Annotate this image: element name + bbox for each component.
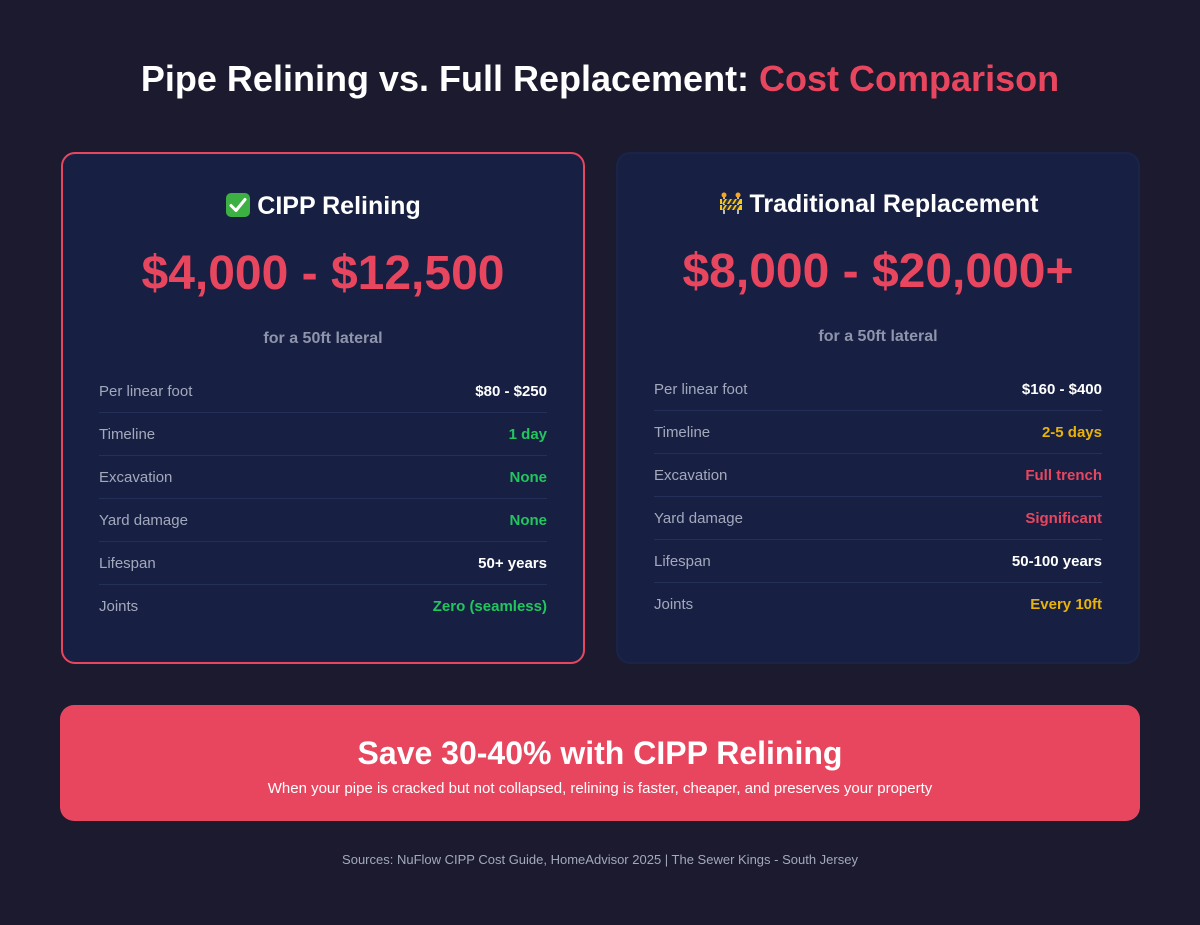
row-label: Per linear foot: [654, 380, 748, 398]
price-subtitle: for a 50ft lateral: [263, 330, 383, 347]
row-label: Timeline: [99, 425, 156, 443]
row-value: $160 - $400: [1021, 380, 1102, 398]
price-subtitle: for a 50ft lateral: [818, 328, 938, 345]
row-label: Per linear foot: [99, 382, 193, 400]
title-accent: Cost Comparison: [759, 58, 1060, 99]
row-excavation: Excavation Full trench: [654, 454, 1102, 497]
row-label: Joints: [99, 598, 139, 615]
comparison-rows: Per linear foot $80 - $250 Timeline 1 day …: [99, 370, 547, 628]
savings-banner: Save 30-40% with CIPP Relining When your…: [60, 705, 1140, 821]
check-mark-icon: [226, 193, 251, 217]
row-value: Zero (seamless): [432, 598, 547, 615]
row-timeline: Timeline 1 day: [99, 413, 547, 456]
row-label: Lifespan: [654, 552, 711, 570]
row-value: None: [509, 468, 548, 486]
row-per-linear-foot: Per linear foot $160 - $400: [654, 368, 1102, 411]
row-label: Lifespan: [99, 554, 156, 572]
row-label: Excavation: [654, 466, 728, 484]
row-value: 50-100 years: [1011, 552, 1102, 570]
sources-footer: Sources: NuFlow CIPP Cost Guide, HomeAdv…: [342, 852, 858, 867]
row-lifespan: Lifespan 50-100 years: [654, 540, 1102, 583]
row-label: Yard damage: [654, 509, 743, 527]
card-title: CIPP Relining: [63, 192, 583, 221]
row-lifespan: Lifespan 50+ years: [99, 542, 547, 585]
cipp-relining-card: CIPP Relining $4,000 - $12,500 for a 50f…: [61, 152, 585, 664]
card-title-text: CIPP Relining: [257, 192, 421, 220]
row-per-linear-foot: Per linear foot $80 - $250: [99, 370, 547, 413]
row-value: 1 day: [508, 425, 547, 443]
banner-text: When your pipe is cracked but not collap…: [267, 780, 933, 797]
row-label: Yard damage: [99, 511, 188, 529]
row-joints: Joints Zero (seamless): [99, 585, 547, 628]
card-title: Traditional Replacement: [618, 190, 1138, 219]
row-value: Significant: [1025, 509, 1102, 527]
comparison-rows: Per linear foot $160 - $400 Timeline 2-5 d…: [654, 368, 1102, 626]
row-timeline: Timeline 2-5 days: [654, 411, 1102, 454]
row-label: Timeline: [654, 423, 711, 441]
row-value: 50+ years: [478, 554, 547, 572]
price-range: $8,000 - $20,000+: [682, 245, 1074, 298]
price-range: $4,000 - $12,500: [141, 247, 505, 300]
row-label: Excavation: [99, 468, 173, 486]
row-joints: Joints Every 10ft: [654, 583, 1102, 626]
row-value: Every 10ft: [1030, 596, 1102, 613]
page-title: Pipe Relining vs. Full Replacement: Cost…: [0, 58, 1200, 100]
title-main: Pipe Relining vs. Full Replacement:: [140, 58, 760, 99]
traditional-replacement-card: Traditional Replacement $8,000 - $20,000…: [616, 152, 1140, 664]
row-value: Full trench: [1025, 466, 1102, 484]
row-excavation: Excavation None: [99, 456, 547, 499]
construction-barrier-icon: [719, 192, 742, 214]
row-yard-damage: Yard damage None: [99, 499, 547, 542]
row-value: 2-5 days: [1041, 423, 1102, 441]
card-title-text: Traditional Replacement: [749, 190, 1039, 218]
row-value: None: [509, 511, 548, 529]
row-value: $80 - $250: [475, 382, 547, 400]
banner-title: Save 30-40% with CIPP Relining: [357, 735, 843, 771]
row-label: Joints: [654, 596, 694, 613]
row-yard-damage: Yard damage Significant: [654, 497, 1102, 540]
